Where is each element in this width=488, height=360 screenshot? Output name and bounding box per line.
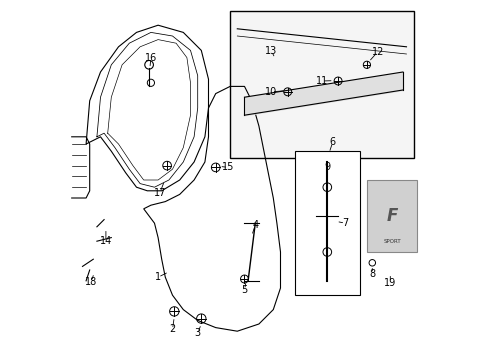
- Text: 8: 8: [368, 269, 375, 279]
- Bar: [294, 151, 359, 295]
- Text: 11: 11: [315, 76, 327, 86]
- Text: 15: 15: [222, 162, 234, 172]
- Text: 5: 5: [241, 285, 247, 295]
- Text: 3: 3: [194, 328, 201, 338]
- Text: 2: 2: [169, 324, 175, 334]
- Text: 7: 7: [342, 218, 348, 228]
- Text: 9: 9: [324, 162, 330, 172]
- Text: 19: 19: [384, 278, 396, 288]
- Text: 17: 17: [153, 188, 166, 198]
- Bar: [230, 11, 413, 158]
- Text: 16: 16: [144, 53, 157, 63]
- Text: SPORT: SPORT: [383, 239, 400, 244]
- Text: 10: 10: [265, 87, 277, 97]
- Bar: [366, 180, 416, 252]
- Text: 14: 14: [100, 236, 112, 246]
- Text: 12: 12: [371, 47, 383, 57]
- Text: 1: 1: [155, 272, 161, 282]
- Text: 6: 6: [329, 137, 335, 147]
- Text: F: F: [386, 207, 397, 225]
- Text: 18: 18: [85, 276, 98, 287]
- Text: 13: 13: [265, 46, 277, 56]
- Text: 4: 4: [252, 220, 258, 230]
